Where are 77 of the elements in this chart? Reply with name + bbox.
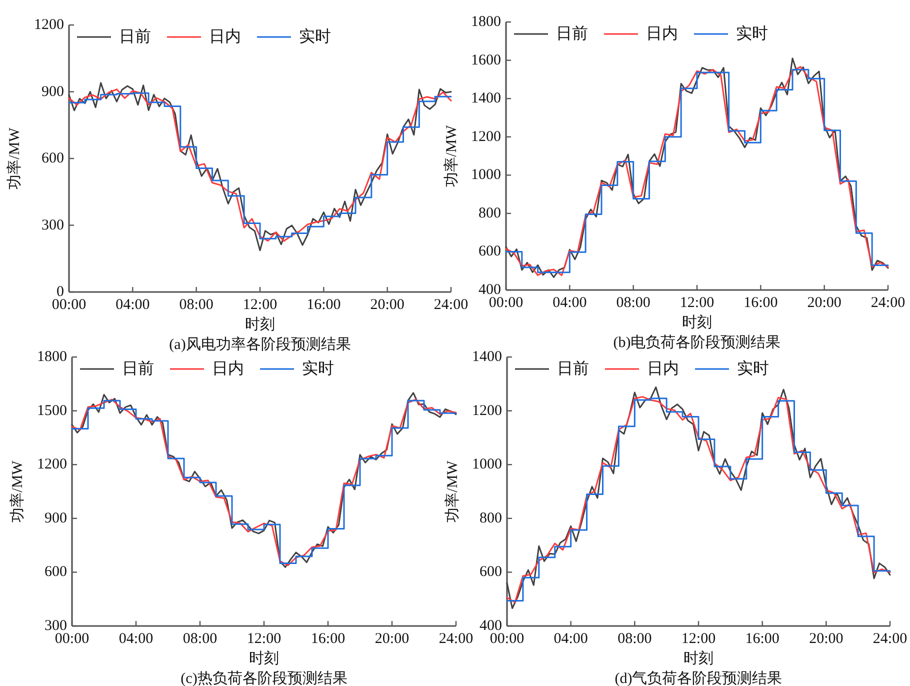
y-axis-title: 功率/MW bbox=[443, 124, 460, 187]
x-axis-title: 时刻 bbox=[245, 316, 275, 333]
y-tick-label: 1400 bbox=[471, 90, 501, 107]
y-tick-label: 900 bbox=[42, 84, 64, 100]
y-tick-label: 0 bbox=[56, 284, 64, 300]
x-tick-label: 08:00 bbox=[616, 295, 650, 311]
x-tick-label: 20:00 bbox=[370, 297, 404, 313]
x-tick-label: 08:00 bbox=[182, 631, 218, 647]
x-tick-label: 00:00 bbox=[54, 631, 90, 647]
y-tick-label: 800 bbox=[480, 510, 502, 526]
y-tick-label: 1600 bbox=[471, 52, 501, 68]
x-tick-label: 12:00 bbox=[242, 297, 278, 313]
x-tick-label: 20:00 bbox=[374, 631, 410, 647]
x-tick-label: 08:00 bbox=[179, 297, 214, 313]
legend-label: 日内 bbox=[646, 24, 678, 42]
x-tick-label: 24:00 bbox=[870, 295, 906, 311]
legend-label: 实时 bbox=[302, 360, 334, 378]
x-tick-label: 16:00 bbox=[310, 631, 346, 647]
y-tick-label: 1400 bbox=[472, 349, 502, 365]
y-tick-label: 1800 bbox=[471, 14, 501, 30]
x-tick-label: 16:00 bbox=[745, 631, 780, 647]
x-tick-label: 12:00 bbox=[680, 295, 714, 311]
x-tick-label: 24:00 bbox=[438, 631, 474, 647]
legend-label: 日前 bbox=[557, 360, 589, 378]
y-tick-label: 1200 bbox=[37, 456, 67, 473]
x-tick-label: 00:00 bbox=[490, 631, 524, 647]
y-tick-label: 800 bbox=[478, 205, 501, 222]
y-tick-label: 900 bbox=[44, 510, 67, 526]
legend-label: 日内 bbox=[209, 28, 241, 46]
legend-label: 实时 bbox=[737, 360, 769, 378]
y-axis-title: 功率/MW bbox=[444, 460, 461, 522]
y-tick-label: 1500 bbox=[37, 402, 67, 419]
legend-label: 实时 bbox=[299, 28, 331, 46]
y-tick-label: 300 bbox=[42, 217, 64, 234]
x-tick-label: 20:00 bbox=[809, 631, 844, 647]
x-tick-label: 04:00 bbox=[554, 631, 588, 647]
x-tick-label: 24:00 bbox=[434, 297, 468, 313]
x-tick-label: 12:00 bbox=[681, 631, 716, 647]
text: (b)电负荷各阶段预测结果 bbox=[613, 334, 781, 351]
x-tick-label: 04:00 bbox=[118, 631, 154, 647]
text: (d)气负荷各阶段预测结果 bbox=[614, 670, 782, 686]
x-tick-label: 16:00 bbox=[744, 295, 778, 311]
y-tick-label: 1800 bbox=[37, 349, 67, 365]
x-axis-title: 时刻 bbox=[684, 650, 714, 667]
x-axis-title: 时刻 bbox=[682, 314, 712, 331]
y-axis-title: 功率/MW bbox=[9, 460, 26, 522]
y-axis-title: 功率/MW bbox=[6, 126, 23, 190]
y-tick-label: 600 bbox=[480, 564, 502, 580]
y-tick-label: 1200 bbox=[34, 17, 64, 33]
text: (a)风电功率各阶段预测结果 bbox=[169, 336, 351, 353]
y-tick-label: 400 bbox=[480, 618, 502, 634]
y-tick-label: 1000 bbox=[471, 167, 501, 184]
x-tick-label: 08:00 bbox=[618, 631, 652, 647]
x-tick-label: 24:00 bbox=[872, 631, 908, 647]
x-tick-label: 00:00 bbox=[52, 297, 86, 313]
x-tick-label: 04:00 bbox=[552, 295, 587, 311]
x-tick-label: 20:00 bbox=[807, 295, 842, 311]
y-tick-label: 1200 bbox=[471, 128, 501, 145]
legend-label: 日前 bbox=[119, 28, 151, 46]
y-tick-label: 400 bbox=[478, 282, 501, 298]
text: (c)热负荷各阶段预测结果 bbox=[180, 670, 348, 686]
y-tick-label: 600 bbox=[44, 564, 67, 580]
x-axis-title: 时刻 bbox=[249, 650, 279, 667]
legend-label: 日内 bbox=[212, 360, 244, 378]
legend-label: 日内 bbox=[647, 360, 679, 378]
y-tick-label: 300 bbox=[44, 618, 67, 634]
y-tick-label: 600 bbox=[42, 150, 64, 166]
x-tick-label: 04:00 bbox=[116, 297, 150, 313]
legend-label: 日前 bbox=[556, 24, 588, 42]
y-tick-label: 1000 bbox=[472, 456, 502, 473]
legend-label: 日前 bbox=[122, 360, 154, 378]
x-tick-label: 00:00 bbox=[488, 295, 524, 311]
x-tick-label: 16:00 bbox=[306, 297, 341, 313]
y-tick-label: 1200 bbox=[472, 402, 502, 419]
y-tick-label: 600 bbox=[478, 244, 501, 260]
x-tick-label: 12:00 bbox=[246, 631, 282, 647]
legend-label: 实时 bbox=[736, 24, 768, 42]
